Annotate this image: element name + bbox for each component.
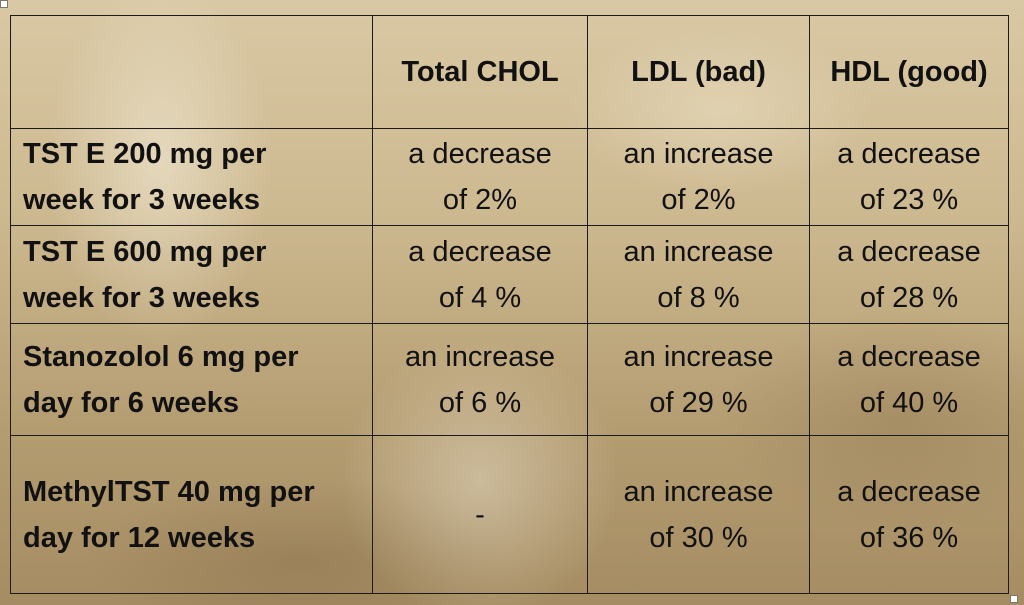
cell-total-chol: a decrease of 4 %: [372, 225, 588, 324]
header-empty: [10, 15, 373, 129]
table-row: TST E 600 mg per week for 3 weeks a decr…: [10, 225, 1009, 324]
resize-handle-bottom-right[interactable]: [1010, 595, 1018, 603]
row-label: MethylTST 40 mg per day for 12 weeks: [10, 435, 373, 594]
cell-hdl: a decrease of 23 %: [809, 128, 1009, 226]
table-row: MethylTST 40 mg per day for 12 weeks - a…: [10, 435, 1009, 594]
resize-handle-top-left[interactable]: [0, 0, 8, 8]
cholesterol-effects-table: Total CHOL LDL (bad) HDL (good) TST E 20…: [10, 15, 1009, 594]
header-ldl: LDL (bad): [587, 15, 810, 129]
row-label: TST E 200 mg per week for 3 weeks: [10, 128, 373, 226]
cell-ldl: an increase of 29 %: [587, 323, 810, 436]
cell-ldl: an increase of 2%: [587, 128, 810, 226]
header-hdl: HDL (good): [809, 15, 1009, 129]
cell-hdl: a decrease of 28 %: [809, 225, 1009, 324]
cell-hdl: a decrease of 36 %: [809, 435, 1009, 594]
table-row: Stanozolol 6 mg per day for 6 weeks an i…: [10, 323, 1009, 436]
cell-total-chol: a decrease of 2%: [372, 128, 588, 226]
header-total-chol: Total CHOL: [372, 15, 588, 129]
table-row: TST E 200 mg per week for 3 weeks a decr…: [10, 128, 1009, 226]
cell-ldl: an increase of 8 %: [587, 225, 810, 324]
cell-hdl: a decrease of 40 %: [809, 323, 1009, 436]
cell-total-chol: an increase of 6 %: [372, 323, 588, 436]
header-row: Total CHOL LDL (bad) HDL (good): [10, 15, 1009, 129]
cell-total-chol: -: [372, 435, 588, 594]
row-label: TST E 600 mg per week for 3 weeks: [10, 225, 373, 324]
cell-ldl: an increase of 30 %: [587, 435, 810, 594]
row-label: Stanozolol 6 mg per day for 6 weeks: [10, 323, 373, 436]
